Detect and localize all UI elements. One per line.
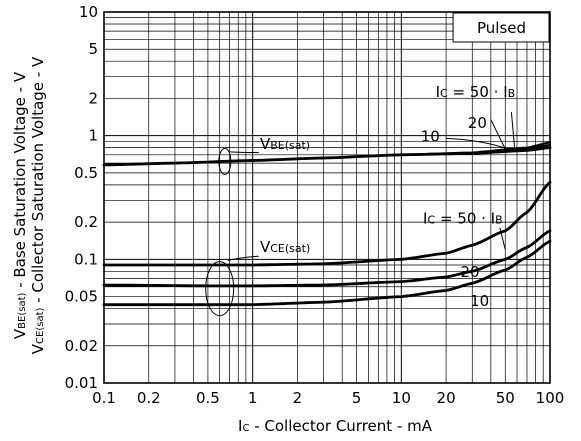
vbe-cond-mid: = 50 · — [448, 83, 504, 101]
y-tick-labels: 10 5 2 1 0.5 0.2 0.1 0.05 0.02 0.01 — [65, 3, 98, 392]
curve-vce-ratio-10 — [102, 239, 552, 307]
vbe-condition-label: IC = 50 · IB — [436, 83, 516, 101]
y-axis-title-vce-rest: - Collector Saturation Voltage - V — [29, 56, 47, 308]
vce-cond-ib-sub: B — [495, 213, 503, 226]
vce-group-bracket — [205, 261, 235, 317]
y-tick-label: 2 — [88, 89, 98, 107]
y-axis-title-vbe-sub: BE(sat) — [17, 292, 28, 328]
vbe-ratio-10-label: 10 — [421, 127, 440, 145]
y-axis-title-vce-main: V — [29, 343, 47, 354]
x-tick-label: 100 — [536, 389, 565, 407]
y-tick-label: 0.5 — [74, 164, 98, 182]
legend-box — [452, 12, 550, 43]
vce-ratio-20-label: 20 — [460, 263, 479, 281]
vce-sat-label-sub: CE(sat) — [270, 242, 310, 255]
vbe-cond-ic-sub: C — [440, 87, 448, 100]
vbe-ratio-20-leader — [490, 119, 506, 150]
y-tick-label: 5 — [88, 40, 98, 58]
y-axis-title-vce: VCE(sat) - Collector Saturation Voltage … — [29, 56, 47, 354]
y-axis-title-vbe-rest: - Base Saturation Voltage - V — [11, 71, 29, 292]
x-axis-title-main: I — [238, 417, 242, 435]
vbe-group-bracket — [218, 147, 232, 175]
x-axis-title-sub: C — [242, 423, 249, 434]
y-axis-title-vbe: VBE(sat) - Base Saturation Voltage - V — [11, 71, 29, 339]
grid — [103, 12, 550, 384]
curve-vbe-ratio-10 — [102, 141, 552, 166]
y-tick-label: 0.2 — [74, 213, 98, 231]
vce-condition-label: IC = 50 · IB — [423, 209, 503, 227]
annotations: VBE(sat) VCE(sat) IC = 50 · IB 10 20 IC … — [205, 83, 516, 317]
vbe-leader-line — [229, 151, 259, 154]
y-tick-label: 0.05 — [65, 288, 98, 306]
vbe-ratio-10-leader — [446, 137, 508, 150]
x-tick-label: 5 — [352, 389, 362, 407]
vbe-cond-ib-sub: B — [508, 87, 516, 100]
vce-cond-ic-sub: C — [427, 213, 435, 226]
y-tick-label: 0.02 — [65, 337, 98, 355]
x-axis-title-rest: - Collector Current - mA — [249, 417, 432, 435]
x-tick-label: 0.5 — [196, 389, 220, 407]
x-tick-label: 0.2 — [137, 389, 161, 407]
y-tick-label: 0.1 — [74, 250, 98, 268]
vbe-cond-ib: I — [503, 83, 507, 101]
vce-sat-label: VCE(sat) — [260, 238, 310, 256]
vce-ratio-50-leader — [499, 227, 506, 250]
y-tick-label: 10 — [79, 3, 98, 21]
vce-cond-mid: = 50 · — [435, 209, 491, 227]
x-tick-label: 50 — [496, 389, 515, 407]
curve-vce-ratio-50 — [102, 180, 552, 267]
x-tick-label: 1 — [248, 389, 258, 407]
y-tick-label: 1 — [88, 127, 98, 145]
y-axis-title-vce-sub: CE(sat) — [35, 308, 46, 344]
curves — [102, 141, 552, 307]
x-tick-labels: 0.1 0.2 0.5 1 2 5 10 20 50 100 — [92, 389, 564, 407]
vbe-ratio-50-leader — [510, 112, 516, 151]
x-tick-label: 20 — [437, 389, 456, 407]
vbe-sat-label-main: V — [260, 135, 271, 153]
vbe-ratio-20-label: 20 — [468, 114, 487, 132]
x-tick-label: 2 — [293, 389, 303, 407]
x-axis-title: IC - Collector Current - mA — [238, 417, 433, 435]
vce-cond-ib: I — [491, 209, 495, 227]
vbe-sat-label: VBE(sat) — [260, 135, 310, 153]
legend-pulsed: Pulsed — [477, 19, 526, 37]
vce-leader-line — [227, 255, 259, 261]
vbe-sat-label-sub: BE(sat) — [270, 139, 310, 152]
vce-sat-label-main: V — [260, 238, 271, 256]
x-tick-label: 0.1 — [92, 389, 116, 407]
vce-ratio-10-label: 10 — [470, 292, 489, 310]
vbe-cond-ic: I — [436, 83, 440, 101]
plot-frame — [103, 11, 551, 384]
vce-cond-ic: I — [423, 209, 427, 227]
y-tick-label: 0.01 — [65, 374, 98, 392]
legend: Pulsed — [452, 12, 550, 43]
curve-vce-ratio-20 — [102, 229, 552, 288]
y-axis-title-vbe-main: V — [11, 328, 29, 339]
x-tick-label: 10 — [392, 389, 411, 407]
